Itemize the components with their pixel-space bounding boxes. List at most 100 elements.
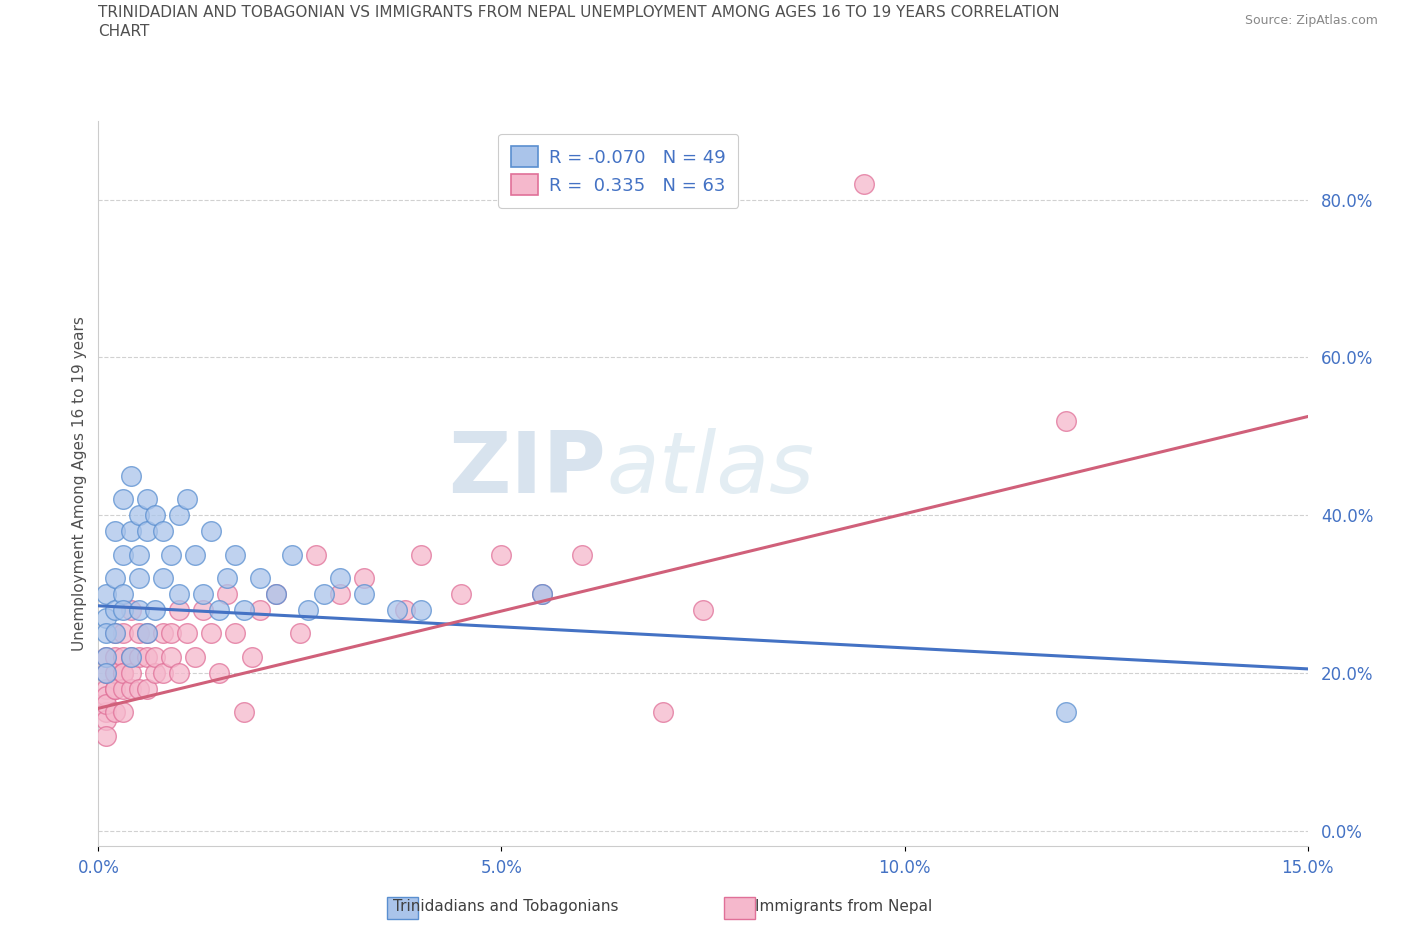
Point [385, 603, 408, 618]
Point [128, 547, 150, 562]
Text: TRINIDADIAN AND TOBAGONIAN VS IMMIGRANTS FROM NEPAL UNEMPLOYMENT AMONG AGES 16 T: TRINIDADIAN AND TOBAGONIAN VS IMMIGRANTS… [98, 5, 1060, 39]
Point [184, 650, 207, 665]
Point [96, 665, 118, 680]
Point [530, 587, 553, 602]
Point [160, 626, 183, 641]
Y-axis label: Unemployment Among Ages 16 to 19 years: Unemployment Among Ages 16 to 19 years [72, 316, 87, 651]
Point [208, 603, 231, 618]
Point [103, 681, 125, 696]
Legend: R = -0.070   N = 49, R =  0.335   N = 63: R = -0.070 N = 49, R = 0.335 N = 63 [498, 134, 738, 207]
Point [409, 603, 432, 618]
Point [103, 626, 125, 641]
Point [128, 650, 150, 665]
Point [193, 587, 215, 602]
Point [409, 547, 432, 562]
Point [152, 665, 174, 680]
Point [167, 508, 190, 523]
Point [111, 603, 134, 618]
Point [143, 650, 166, 665]
Point [120, 650, 142, 665]
Point [128, 626, 150, 641]
Point [450, 587, 472, 602]
Point [111, 492, 134, 507]
Point [530, 587, 553, 602]
Point [135, 626, 157, 641]
Point [264, 587, 287, 602]
Point [232, 705, 254, 720]
Point [353, 587, 375, 602]
Point [193, 603, 215, 618]
Point [103, 603, 125, 618]
Point [135, 650, 157, 665]
Point [152, 524, 174, 538]
Point [96, 697, 118, 711]
Point [167, 587, 190, 602]
Point [103, 626, 125, 641]
Point [96, 728, 118, 743]
Point [176, 492, 198, 507]
Point [135, 524, 157, 538]
Point [111, 547, 134, 562]
Point [208, 665, 231, 680]
Point [135, 626, 157, 641]
Point [96, 650, 118, 665]
Point [329, 587, 352, 602]
Point [249, 571, 271, 586]
Point [176, 626, 198, 641]
Point [1054, 705, 1077, 720]
Point [224, 547, 246, 562]
Point [128, 603, 150, 618]
Point [143, 508, 166, 523]
Point [111, 650, 134, 665]
Point [394, 603, 416, 618]
Point [96, 587, 118, 602]
Point [152, 626, 174, 641]
Point [96, 689, 118, 704]
Point [96, 712, 118, 727]
Point [103, 665, 125, 680]
Point [200, 626, 222, 641]
Point [305, 547, 328, 562]
Point [160, 650, 183, 665]
Point [143, 603, 166, 618]
Point [224, 626, 246, 641]
Point [128, 508, 150, 523]
Point [111, 705, 134, 720]
Point [96, 650, 118, 665]
Point [111, 665, 134, 680]
Point [217, 571, 239, 586]
Text: atlas: atlas [606, 428, 814, 511]
Point [240, 650, 263, 665]
Point [288, 626, 311, 641]
Point [692, 603, 714, 618]
Point [135, 492, 157, 507]
Text: Source: ZipAtlas.com: Source: ZipAtlas.com [1244, 14, 1378, 27]
Point [200, 524, 222, 538]
Point [120, 681, 142, 696]
Point [103, 650, 125, 665]
Point [120, 603, 142, 618]
Point [167, 603, 190, 618]
Point [96, 681, 118, 696]
Text: Trinidadians and Tobagonians: Trinidadians and Tobagonians [394, 899, 619, 914]
Point [143, 665, 166, 680]
Point [491, 547, 513, 562]
Point [111, 626, 134, 641]
Point [297, 603, 319, 618]
Point [111, 665, 134, 680]
Point [103, 524, 125, 538]
Text: ZIP: ZIP [449, 428, 606, 511]
Point [232, 603, 254, 618]
Point [96, 626, 118, 641]
Text: Immigrants from Nepal: Immigrants from Nepal [755, 899, 932, 914]
Point [128, 571, 150, 586]
Point [281, 547, 304, 562]
Point [120, 524, 142, 538]
Point [96, 665, 118, 680]
Point [96, 705, 118, 720]
Point [314, 587, 336, 602]
Point [111, 587, 134, 602]
Point [329, 571, 352, 586]
Point [128, 681, 150, 696]
Point [152, 571, 174, 586]
